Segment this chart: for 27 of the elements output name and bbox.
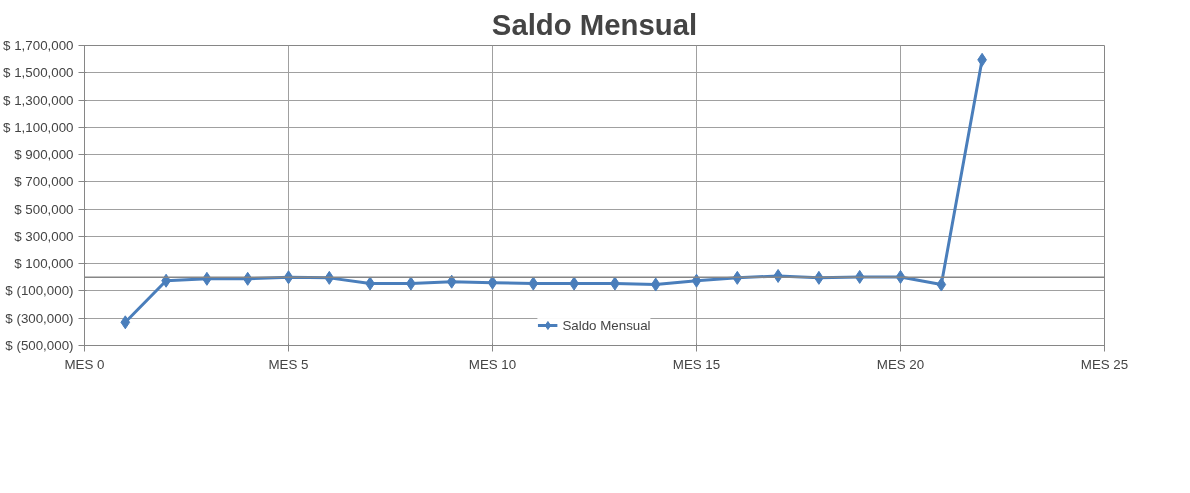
point (487, 275, 498, 290)
y-tick-label: $ 1,100,000 (3, 119, 74, 135)
y-tick-label: $ (500,000) (5, 338, 74, 353)
y-tick-label: $ 900,000 (14, 147, 74, 163)
y-tick-label: $ 100,000 (14, 256, 74, 272)
y-tick-label: $ 1,700,000 (3, 38, 74, 53)
x-tick-label: MES 0 (64, 356, 105, 372)
y-tick-label: $ (300,000) (5, 310, 74, 326)
point (446, 274, 457, 289)
y-tick-label: $ 500,000 (14, 201, 74, 217)
y-tick-label: $ (100,000) (5, 283, 74, 299)
chart-title: Saldo Mensual (491, 7, 698, 41)
x-tick-label: MES 15 (672, 356, 721, 372)
point (528, 276, 539, 291)
x-tick-label: MES 25 (1080, 356, 1129, 372)
y-tick-label: $ 1,300,000 (3, 92, 74, 108)
y-tick-label: $ 300,000 (14, 228, 74, 244)
y-tick-label: $ 700,000 (14, 174, 74, 190)
x-tick-label: MES 10 (468, 356, 517, 372)
legend-label: Saldo Mensual (562, 317, 651, 333)
point (650, 277, 661, 292)
y-tick-label: $ 1,500,000 (3, 65, 74, 81)
point (120, 315, 131, 330)
point (691, 273, 702, 288)
x-tick-label: MES 20 (876, 356, 925, 372)
point (936, 277, 947, 292)
x-tick-label: MES 5 (268, 356, 309, 372)
